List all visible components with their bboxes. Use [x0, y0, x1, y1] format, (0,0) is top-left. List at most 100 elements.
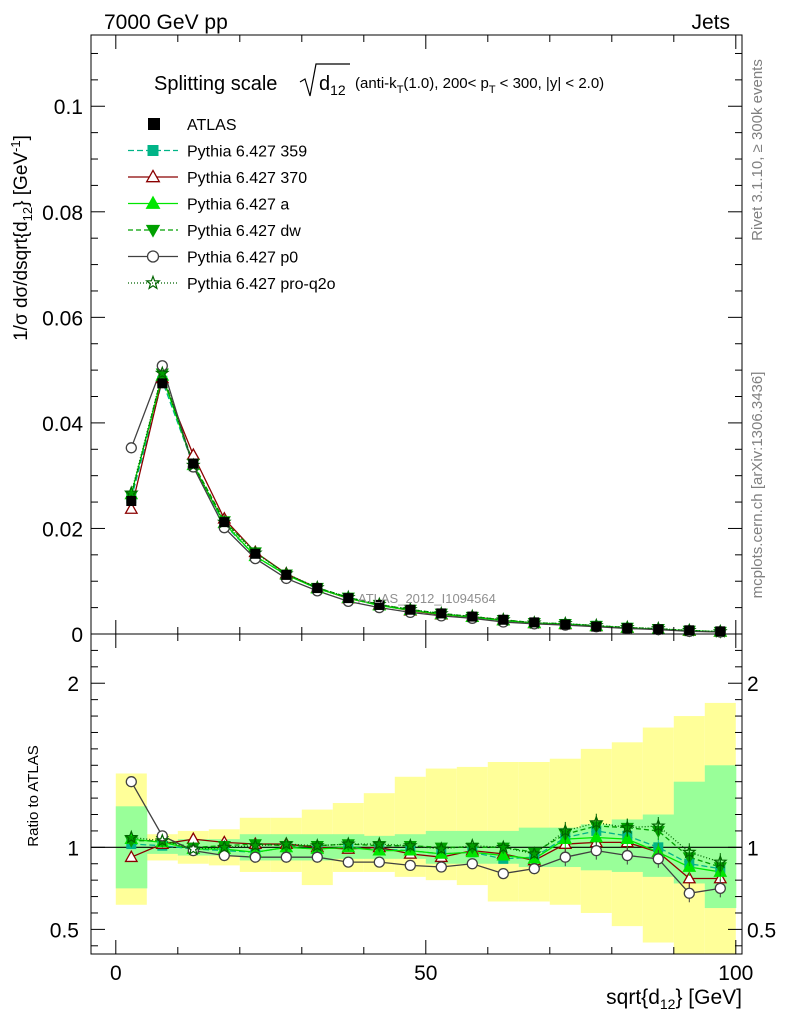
- series-marker-ratio: [373, 856, 385, 868]
- legend-label: Pythia 6.427 a: [187, 197, 289, 214]
- title-suffix: (anti-kT(1.0), 200< pT < 300, |y| < 2.0): [355, 75, 604, 96]
- legend-label: Pythia 6.427 p0: [187, 250, 298, 267]
- legend-marker: [145, 169, 161, 183]
- y-tick-label: 0.02: [42, 518, 83, 541]
- legend-label: Pythia 6.427 359: [187, 144, 307, 161]
- series-marker-ratio: [309, 837, 325, 852]
- ratio-tick-label-left: 2: [67, 673, 79, 696]
- y-tick-label: 0: [71, 624, 83, 647]
- series-marker-ratio: [620, 831, 635, 845]
- ratio-tick-label-right: 0.5: [747, 919, 776, 942]
- legend-label: Pythia 6.427 370: [187, 170, 307, 187]
- data-point-atlas: [529, 617, 540, 628]
- series-marker-ratio: [247, 837, 263, 852]
- title-suffix-1-sub: T: [397, 84, 404, 96]
- title-sqrt-d: d: [319, 73, 330, 95]
- series-marker-main: [154, 365, 170, 380]
- data-point-atlas: [374, 599, 385, 610]
- series-marker-ratio: [249, 851, 261, 863]
- main-axes: 0 0.02 0.04 0.06 0.08 0.1: [42, 35, 742, 647]
- x-label-tail: } [GeV]: [675, 986, 742, 1009]
- series-marker-ratio: [619, 819, 635, 834]
- ratio-tick-label-left: 0.5: [50, 919, 79, 942]
- data-point-atlas: [188, 458, 199, 469]
- legend-marker: [145, 195, 161, 209]
- data-point-atlas: [653, 624, 664, 635]
- series-line-ratio: [131, 836, 721, 873]
- series-marker-ratio: [402, 837, 418, 852]
- series-marker-ratio: [185, 841, 201, 856]
- series-marker-ratio: [590, 844, 602, 857]
- data-point-atlas: [126, 496, 137, 507]
- legend: ATLAS Pythia 6.427 359 Pythia 6.427 370 Pyt…: [128, 117, 336, 293]
- legend-marker-atlas: [148, 118, 160, 130]
- title-sqrt-sign: [299, 63, 350, 97]
- series-marker-ratio: [311, 851, 323, 863]
- series-marker-main: [123, 485, 139, 500]
- title-suffix-1: (anti-k: [355, 75, 397, 92]
- x-label-main: sqrt{d: [606, 986, 660, 1009]
- series-marker-ratio: [495, 839, 511, 854]
- ratio-frame: [90, 633, 743, 955]
- series-marker-ratio: [712, 854, 728, 869]
- series-marker-ratio: [559, 851, 571, 863]
- legend-label: Pythia 6.427 dw: [187, 223, 301, 240]
- data-point-atlas: [250, 548, 261, 559]
- series-marker-ratio: [371, 836, 387, 851]
- series-marker-ratio: [125, 776, 137, 788]
- data-point-atlas: [281, 569, 292, 580]
- x-tick-label: 100: [718, 962, 753, 985]
- data-point-atlas: [436, 608, 447, 619]
- series-marker-ratio: [681, 844, 697, 859]
- data-point-atlas: [467, 611, 478, 622]
- legend-label: Pythia 6.427 pro-q2o: [187, 276, 336, 293]
- legend-marker: [145, 274, 161, 290]
- title-sqrt-sub: 12: [330, 82, 346, 98]
- data-point-atlas: [219, 517, 230, 528]
- series-marker-ratio: [528, 863, 540, 875]
- series-marker-ratio: [714, 882, 726, 895]
- series-marker-ratio: [342, 856, 354, 868]
- title-suffix-2: (1.0), 200< p: [403, 75, 488, 92]
- x-tick-label: 0: [110, 962, 122, 985]
- legend-label: ATLAS: [187, 117, 237, 134]
- ratio-tick-label-left: 1: [67, 837, 79, 860]
- title-suffix-2-sub: T: [489, 84, 496, 96]
- data-point-atlas: [343, 593, 354, 604]
- y-label-sup: -1: [8, 140, 23, 152]
- energy-label: 7000 GeV pp: [104, 11, 228, 34]
- series-marker-ratio: [435, 861, 447, 873]
- ratio-panel: 0.5 0.5 1 1 2 2 0 50 100 Ratio to ATLAS: [25, 633, 776, 985]
- main-plot-content: [123, 360, 728, 639]
- series-marker-ratio: [557, 823, 573, 838]
- y-tick-label: 0.04: [42, 413, 83, 436]
- main-panel: 00.020.040.060.080.1 Splitting scale d12…: [8, 34, 743, 647]
- x-tick-label: 50: [414, 962, 437, 985]
- chart-title: Splitting scale: [154, 73, 277, 95]
- data-point-atlas: [312, 583, 323, 594]
- data-point-atlas: [405, 604, 416, 615]
- series-marker-main: [124, 501, 139, 514]
- series-marker-ratio: [404, 859, 416, 872]
- y-label-tail: ]: [11, 135, 32, 140]
- series-marker-ratio: [216, 839, 232, 854]
- title-sqrt-content: d12: [319, 73, 346, 98]
- series-marker-ratio: [124, 849, 139, 863]
- ratio-axes: 0.5 0.5 1 1 2 2 0 50 100: [50, 634, 776, 985]
- series-marker-ratio: [526, 846, 542, 861]
- data-point-atlas: [591, 621, 602, 632]
- y-tick-label: 0.08: [42, 202, 83, 225]
- title-suffix-3: < 300, |y| < 2.0): [500, 75, 605, 92]
- series-marker-ratio: [123, 829, 139, 844]
- series-marker-ratio: [588, 814, 604, 829]
- series-marker-ratio: [280, 851, 292, 863]
- series-marker-ratio: [154, 833, 170, 848]
- series-marker-ratio: [496, 848, 511, 861]
- legend-marker: [147, 145, 159, 156]
- data-point-atlas: [622, 623, 633, 634]
- ratio-tick-label-right: 2: [747, 673, 759, 696]
- ratio-plot-content: [91, 702, 742, 954]
- ratio-y-axis-label: Ratio to ATLAS: [25, 745, 42, 846]
- data-point-atlas: [684, 625, 695, 636]
- y-axis-label: 1/σ dσ/dsqrt{d12} [GeV-1]: [8, 135, 35, 341]
